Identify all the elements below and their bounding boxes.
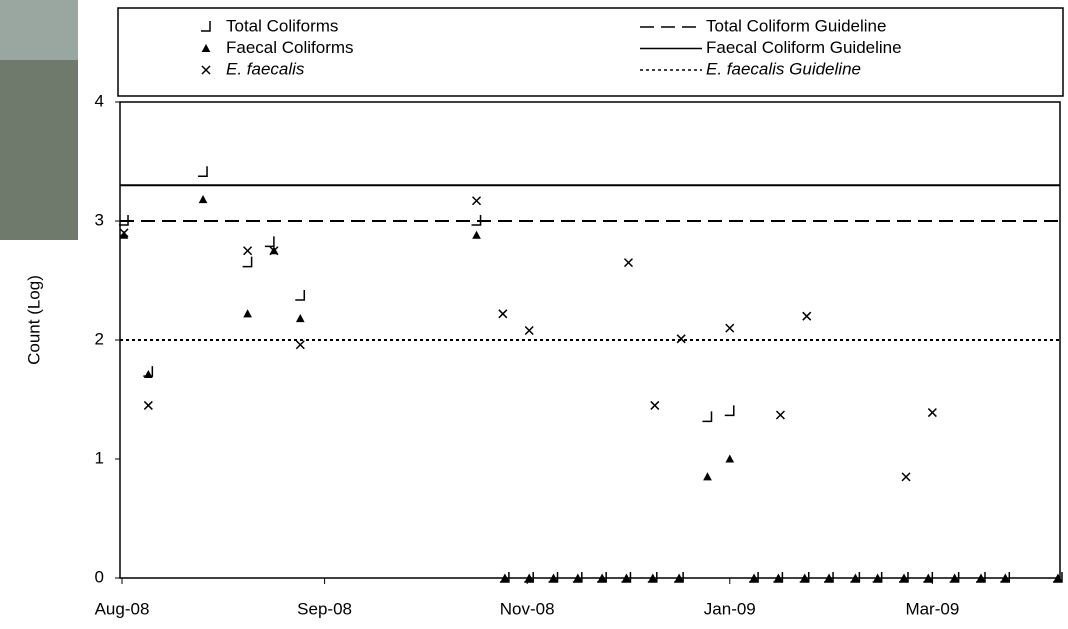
- legend-label: Faecal Coliform Guideline: [706, 38, 902, 57]
- x-tick-label: Nov-08: [500, 599, 555, 618]
- cross-marker: [651, 401, 659, 409]
- bracket-marker: [243, 257, 252, 267]
- cross-marker: [902, 473, 910, 481]
- legend-label: E. faecalis: [226, 59, 305, 78]
- triangle-marker: [244, 310, 251, 317]
- triangle-marker: [726, 456, 733, 463]
- legend-label: E. faecalis Guideline: [706, 59, 861, 78]
- triangle-marker: [203, 45, 210, 52]
- cross-marker: [296, 341, 304, 349]
- x-tick-label: Sep-08: [297, 599, 352, 618]
- cross-marker: [499, 310, 507, 318]
- bracket-marker: [702, 411, 711, 421]
- bracket-marker: [725, 405, 734, 415]
- cross-marker: [726, 324, 734, 332]
- triangle-marker: [200, 196, 207, 203]
- cross-marker: [776, 411, 784, 419]
- cross-marker: [473, 197, 481, 205]
- photo-strip-top: [0, 0, 78, 60]
- cross-marker: [928, 409, 936, 417]
- cross-marker: [144, 401, 152, 409]
- bracket-marker: [295, 290, 304, 300]
- y-tick-label: 4: [95, 91, 104, 110]
- bracket-marker: [201, 21, 210, 31]
- x-tick-label: Aug-08: [95, 599, 150, 618]
- bracket-marker: [265, 236, 274, 246]
- triangle-marker: [473, 232, 480, 239]
- triangle-marker: [704, 473, 711, 480]
- cross-marker: [244, 247, 252, 255]
- triangle-marker: [297, 315, 304, 322]
- chart: Count (Log) 0 1 2 3 4 Aug-08 Sep-08 Nov-08 Jan-0…: [0, 0, 1068, 624]
- cross-marker: [677, 335, 685, 343]
- cross-marker: [525, 326, 533, 334]
- legend-label: Faecal Coliforms: [226, 38, 354, 57]
- legend-label: Total Coliform Guideline: [706, 16, 886, 35]
- x-tick-label: Mar-09: [905, 599, 959, 618]
- y-tick-label: 1: [95, 448, 104, 467]
- cross-marker: [624, 259, 632, 267]
- y-tick-label: 0: [95, 567, 104, 586]
- y-tick-label: 3: [95, 210, 104, 229]
- legend-label: Total Coliforms: [226, 16, 338, 35]
- cross-marker: [202, 66, 210, 74]
- bracket-marker: [198, 166, 207, 176]
- cross-marker: [803, 312, 811, 320]
- triangle-marker: [145, 371, 152, 378]
- y-tick-label: 2: [95, 329, 104, 348]
- y-axis-label: Count (Log): [24, 275, 43, 365]
- x-tick-label: Jan-09: [704, 599, 756, 618]
